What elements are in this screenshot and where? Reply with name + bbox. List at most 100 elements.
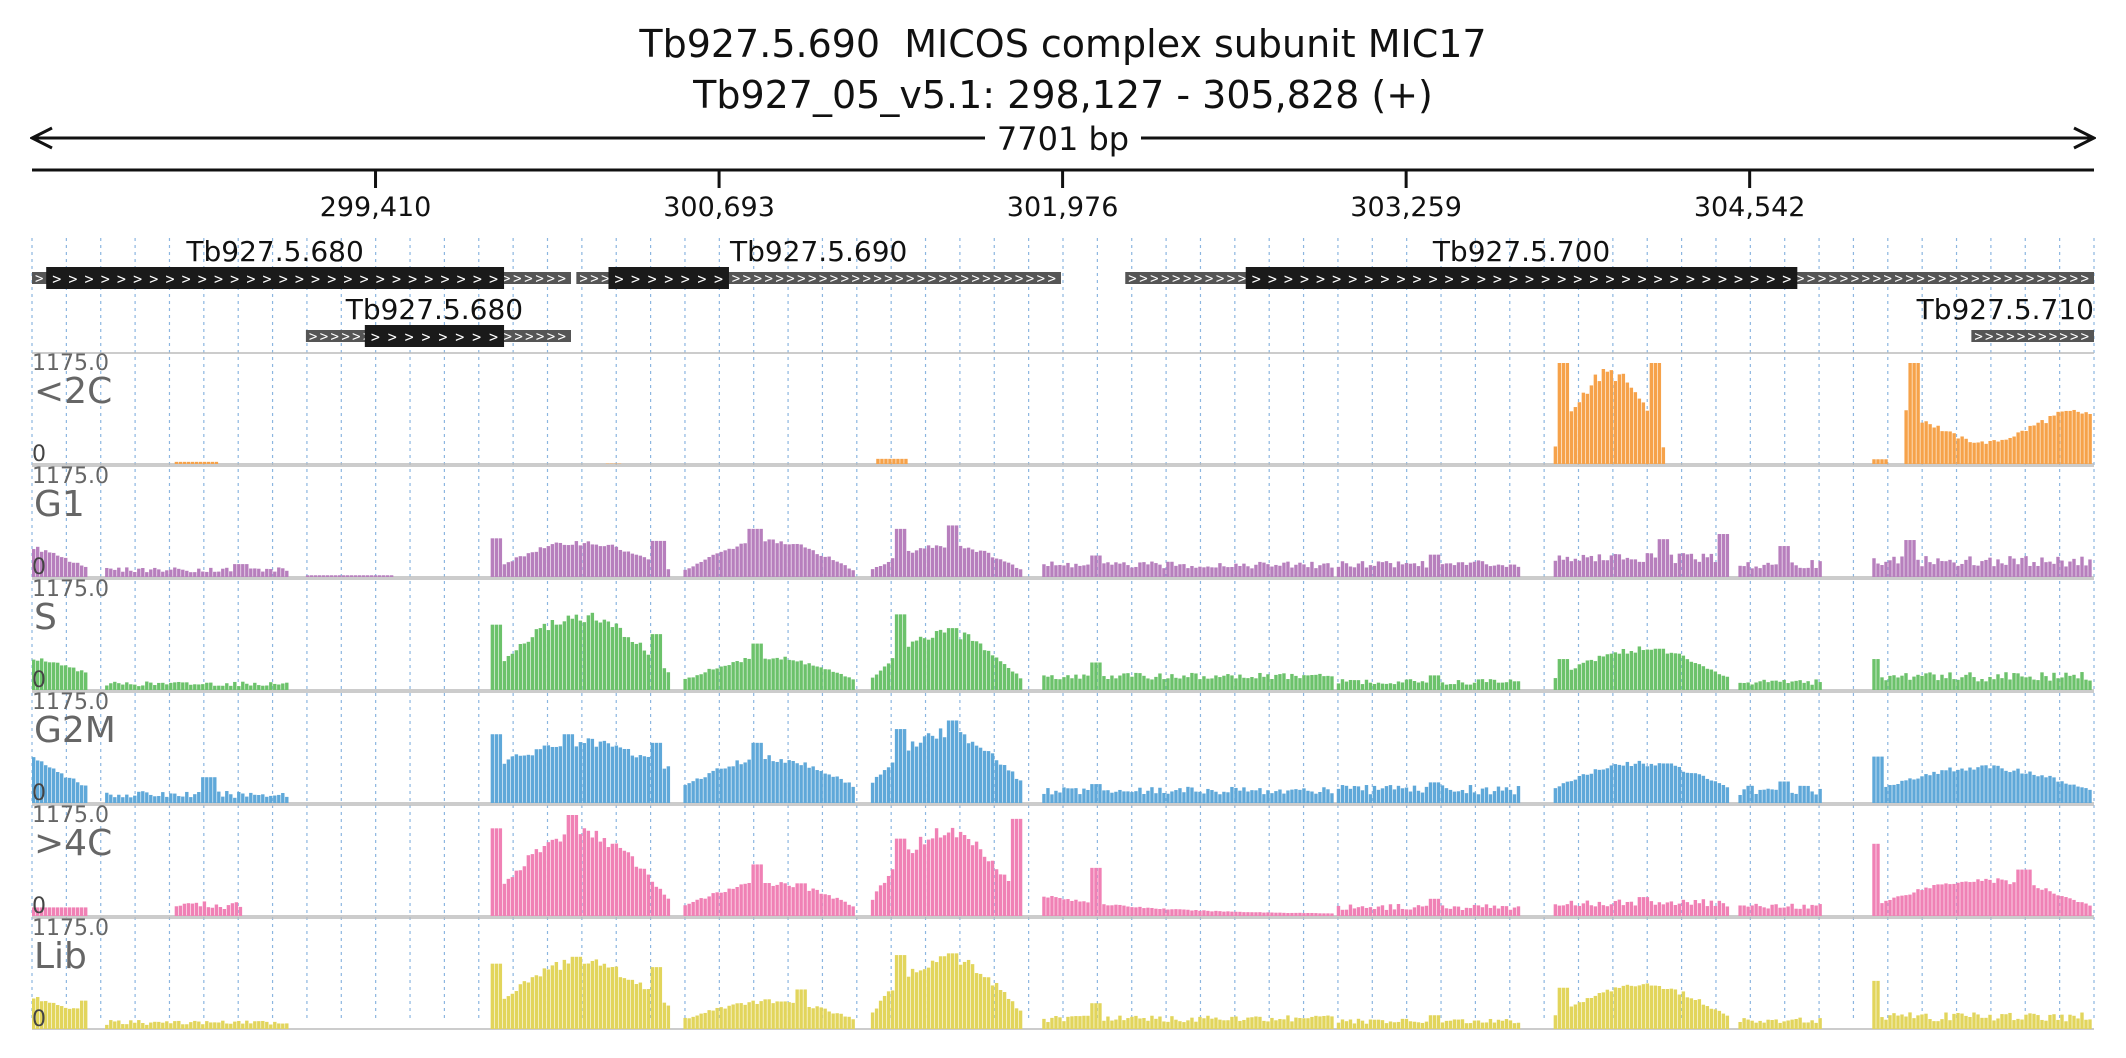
coverage-bar bbox=[181, 569, 185, 577]
coverage-bar bbox=[153, 685, 157, 690]
coverage-bar bbox=[229, 794, 233, 803]
coverage-bar bbox=[934, 738, 939, 803]
coverage-bar bbox=[209, 567, 213, 577]
coverage-bar bbox=[1960, 563, 1964, 577]
coverage-bar bbox=[1150, 1015, 1154, 1029]
coverage-bar bbox=[1162, 679, 1166, 690]
coverage-bar bbox=[1306, 567, 1310, 577]
coverage-bar bbox=[878, 885, 883, 916]
track-ymin-label: 0 bbox=[32, 668, 46, 693]
coverage-bar bbox=[229, 685, 233, 690]
gene-1[interactable]: >>> >>>>>>>>>>>>>>>>>>>>>>>>>>>>>>>>>>>>>… bbox=[576, 235, 1061, 289]
coverage-bar bbox=[1798, 1017, 1802, 1029]
coverage-bar bbox=[807, 548, 811, 577]
coverage-bar bbox=[1681, 553, 1686, 577]
coverage-bar bbox=[193, 794, 197, 803]
coverage-bar bbox=[1134, 672, 1138, 690]
coverage-bar bbox=[795, 661, 799, 690]
coverage-bar bbox=[1512, 681, 1517, 690]
coverage-bar bbox=[1980, 561, 1984, 577]
coverage-bar bbox=[76, 562, 80, 577]
coverage-bar bbox=[48, 907, 52, 916]
coverage-bar bbox=[1681, 771, 1686, 803]
coverage-bar bbox=[1154, 563, 1158, 577]
coverage-bar bbox=[1814, 905, 1818, 916]
coverage-bar bbox=[1798, 908, 1802, 916]
coverage-bar bbox=[1468, 562, 1473, 577]
coverage-bar bbox=[1693, 773, 1698, 803]
coverage-bar bbox=[542, 745, 547, 803]
coverage-bar bbox=[1114, 1019, 1118, 1029]
coverage-bar bbox=[2016, 564, 2020, 577]
coverage-bar bbox=[1484, 564, 1489, 577]
coverage-bar bbox=[1920, 776, 1924, 803]
coverage-bar bbox=[281, 793, 285, 803]
coverage-bar bbox=[2020, 676, 2024, 690]
coverage-bar bbox=[253, 682, 257, 690]
coverage-bar bbox=[1742, 905, 1746, 916]
coverage-bar bbox=[213, 571, 217, 577]
coverage-bar bbox=[1573, 668, 1578, 690]
coverage-bar bbox=[1876, 459, 1880, 464]
coverage-bar bbox=[1218, 563, 1222, 577]
coverage-bar bbox=[634, 554, 639, 577]
gene-3[interactable]: >>>>>>>>>>>>>>>>>>>>>>>>>>>>>>>>Tb927.5.… bbox=[305, 293, 571, 347]
coverage-bar bbox=[707, 668, 711, 690]
coverage-bar bbox=[1657, 648, 1662, 690]
coverage-bar bbox=[2060, 560, 2064, 577]
track-ymin-label: 0 bbox=[32, 894, 46, 919]
coverage-bar bbox=[799, 989, 803, 1029]
coverage-bar bbox=[2076, 411, 2080, 464]
coverage-bar bbox=[687, 677, 691, 690]
coverage-bar bbox=[1050, 794, 1054, 803]
coverage-bar bbox=[1516, 1022, 1521, 1029]
track-name-label: G1 bbox=[34, 484, 85, 525]
gene-2[interactable]: >>>>>>>>>>> >>>>>>>>>>>>>>>>>>>>>>>>>>>>>… bbox=[1125, 235, 2094, 289]
coverage-bar bbox=[1705, 906, 1710, 916]
coverage-bar bbox=[1968, 882, 1972, 916]
coverage-bar bbox=[1629, 387, 1634, 464]
coverage-bar bbox=[767, 883, 771, 916]
coverage-bar bbox=[1294, 564, 1298, 577]
coverage-bar bbox=[1054, 679, 1058, 690]
track-ymin-label: 0 bbox=[32, 1007, 46, 1032]
coverage-bar bbox=[1924, 1013, 1928, 1029]
coverage-bar bbox=[1476, 794, 1481, 803]
gene-0[interactable]: >>>>>>>>>>>>>>>>>>>>>>>>>>>>>>>>>>>>>>>>… bbox=[32, 235, 571, 289]
track-ymin-label: 0 bbox=[32, 442, 46, 467]
coverage-bar bbox=[1964, 881, 1968, 916]
coverage-bar bbox=[699, 561, 703, 577]
coverage-bar bbox=[2012, 770, 2016, 803]
coverage-bar bbox=[1988, 441, 1992, 464]
coverage-bar bbox=[626, 748, 631, 803]
coverage-bar bbox=[1920, 1014, 1924, 1029]
coverage-bar bbox=[1090, 662, 1094, 690]
coverage-bar bbox=[550, 544, 555, 577]
coverage-bar bbox=[622, 748, 627, 803]
coverage-bar bbox=[1198, 679, 1202, 690]
coverage-bar bbox=[1238, 1020, 1242, 1029]
coverage-bar bbox=[982, 977, 987, 1029]
gene-4[interactable]: >>>>>>>>>>>Tb927.5.710 bbox=[1916, 293, 2094, 345]
coverage-bar bbox=[922, 638, 927, 690]
coverage-bar bbox=[602, 740, 607, 803]
coverage-bar bbox=[1218, 677, 1222, 690]
coverage-bar bbox=[1118, 1015, 1122, 1029]
coverage-bar bbox=[2036, 680, 2040, 690]
coverage-bar bbox=[683, 785, 687, 803]
coverage-bar bbox=[1246, 791, 1250, 803]
coverage-bar bbox=[1790, 1019, 1794, 1029]
coverage-bar bbox=[2000, 563, 2004, 577]
coverage-bar bbox=[795, 883, 799, 916]
coverage-bar bbox=[2076, 678, 2080, 690]
coverage-bar bbox=[1940, 1019, 1944, 1029]
coverage-bar bbox=[84, 785, 88, 803]
coverage-bar bbox=[1912, 540, 1916, 577]
coverage-bar bbox=[1725, 676, 1730, 690]
coverage-bar bbox=[2028, 425, 2032, 464]
coverage-bar bbox=[2076, 565, 2080, 577]
coverage-bar bbox=[646, 989, 651, 1029]
coverage-bar bbox=[1246, 678, 1250, 690]
coverage-bar bbox=[1336, 788, 1341, 803]
